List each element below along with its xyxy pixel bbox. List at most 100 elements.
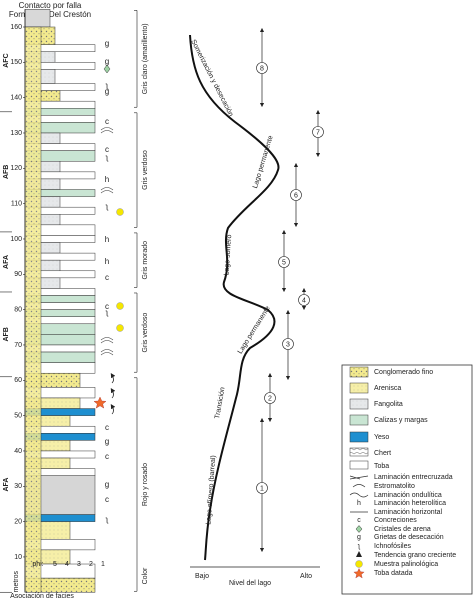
sedimentary-symbol: c (105, 145, 109, 154)
palynology-sample (116, 208, 124, 216)
cycle-circle (282, 338, 294, 350)
cycle-circle (298, 294, 310, 306)
legend-swatch (349, 366, 369, 378)
phi-value: 5 (53, 561, 57, 568)
legend-label: Laminación horizontal (374, 509, 443, 516)
cycle-number: 2 (268, 395, 272, 402)
sedimentary-symbol: c (105, 117, 109, 126)
coarsening-arrow (110, 387, 116, 399)
sedimentary-symbol: g (105, 87, 109, 96)
meter-label: 80 (14, 306, 22, 313)
legend-symbol: ʅ (357, 543, 360, 550)
meter-label: 100 (10, 236, 22, 243)
facies-label: AFA (3, 478, 10, 492)
color-unit: Gris verdoso (142, 150, 149, 190)
legend-label: Toba (374, 463, 389, 470)
lake-phase: Lago efímero (barreal) (205, 455, 217, 525)
stromatolite (100, 349, 114, 356)
lake-level-curve (189, 34, 280, 561)
legend-label: Laminación ondulítica (374, 492, 442, 499)
footer-facies: Asociación de facies (10, 593, 74, 600)
legend-label: Yeso (374, 434, 389, 441)
meter-label: 10 (14, 554, 22, 561)
legend-label: Conglomerado fino (374, 369, 433, 376)
legend-swatch (349, 460, 369, 470)
legend-icon (349, 492, 369, 498)
phi-value: 4 (65, 561, 69, 568)
legend-label: Chert (374, 450, 391, 457)
legend-icon (355, 525, 363, 533)
legend-label: Toba datada (374, 570, 413, 577)
legend-label: Laminación entrecruzada (374, 474, 453, 481)
phi-value: 2 (89, 561, 93, 568)
sedimentary-symbol: h (105, 235, 109, 244)
legend-icon (356, 551, 362, 557)
stromatolite (100, 127, 114, 134)
sedimentary-symbol: ʅ (105, 515, 109, 524)
sedimentary-symbol: ʅ (105, 308, 109, 317)
cycle-circle (290, 189, 302, 201)
legend-symbol: h (357, 500, 361, 507)
sedimentary-symbol: g (105, 480, 109, 489)
cycle-number: 4 (302, 297, 306, 304)
legend-label: Tendencia grano creciente (374, 552, 456, 559)
legend-icon (355, 560, 363, 568)
meter-label: 90 (14, 271, 22, 278)
facies-label: AFA (3, 255, 10, 269)
column-dotted-base (24, 26, 42, 593)
legend-label: Grietas de desecación (374, 534, 444, 541)
legend-label: Estromatolito (374, 483, 415, 490)
sedimentary-symbol: h (105, 257, 109, 266)
sedimentary-symbol: c (105, 302, 109, 311)
legend-swatch (349, 431, 369, 443)
meter-label: 130 (10, 130, 22, 137)
meter-unit: metros (13, 570, 20, 592)
meter-label: 110 (11, 200, 22, 207)
legend-swatch (349, 398, 369, 410)
sedimentary-symbol: g (105, 437, 109, 446)
legend-label: Laminación heterolítica (374, 500, 446, 507)
cycle-number: 1 (260, 485, 264, 492)
cycle-circle (264, 392, 276, 404)
sedimentary-symbol: c (105, 423, 109, 432)
legend-label: Calizas y margas (374, 417, 428, 424)
sedimentary-symbol: g (105, 57, 109, 66)
sedimentary-symbol: ʅ (105, 81, 109, 90)
legend-label: Fangolita (374, 401, 403, 408)
color-unit: Gris claro (amarillento) (142, 23, 149, 94)
legend-swatch (349, 447, 369, 457)
cycle-number: 5 (282, 259, 286, 266)
legend-symbol: c (357, 517, 361, 524)
facies-label: AFB (3, 327, 10, 341)
meter-label: 140 (10, 95, 22, 102)
sedimentary-symbol: g (105, 39, 109, 48)
meter-label: 40 (14, 448, 22, 455)
cycle-circle (312, 126, 324, 138)
legend-label: Ichnofósiles (374, 543, 411, 550)
sedimentary-symbol: c (105, 495, 109, 504)
lake-phase: Lago somero (223, 234, 233, 275)
color-unit: Gris morado (142, 241, 149, 280)
sedimentary-symbol: h (105, 175, 109, 184)
lake-phase: Somerización y desecación (189, 39, 234, 118)
legend-label: Muestra palinológica (374, 561, 438, 568)
palynology-sample (116, 302, 124, 310)
legend-swatch (349, 382, 369, 394)
sedimentary-symbol: c (105, 273, 109, 282)
color-unit: Gris verdoso (142, 313, 149, 353)
meter-label: 120 (10, 165, 22, 172)
meter-label: 60 (14, 377, 22, 384)
sedimentary-symbol: c (105, 452, 109, 461)
header-line: Contacto por falla (19, 1, 82, 10)
legend-icon (349, 475, 369, 480)
meter-label: 30 (14, 483, 22, 490)
cycle-number: 7 (316, 129, 320, 136)
meter-label: 150 (10, 59, 22, 66)
cycle-circle (256, 62, 268, 74)
phi-label: phi: (32, 561, 43, 568)
lake-axis-high: Alto (300, 573, 312, 580)
cycle-number: 8 (260, 65, 264, 72)
cycle-circle (278, 256, 290, 268)
lake-axis-title: Nivel del lago (229, 580, 271, 587)
